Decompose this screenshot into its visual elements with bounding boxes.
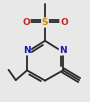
Text: N: N [59, 46, 67, 55]
Text: O: O [60, 18, 68, 27]
Text: O: O [22, 18, 30, 27]
Text: S: S [42, 18, 48, 27]
Text: N: N [23, 46, 31, 55]
